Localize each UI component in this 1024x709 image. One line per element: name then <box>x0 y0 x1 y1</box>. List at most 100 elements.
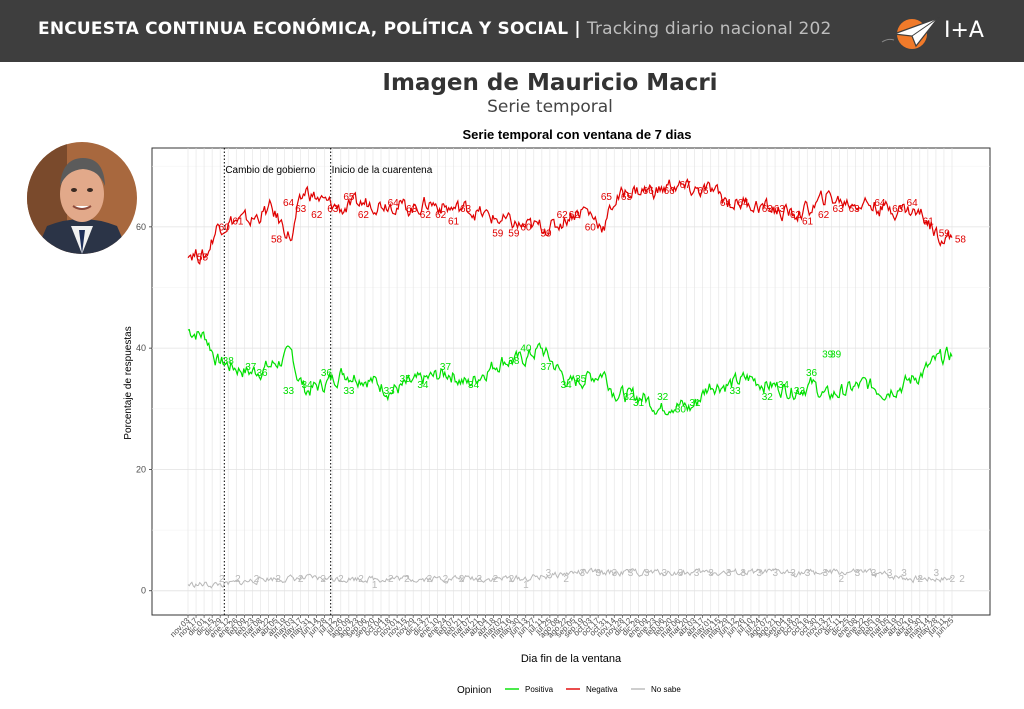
data-label: 32 <box>657 392 669 403</box>
data-label: 63 <box>295 204 307 215</box>
data-label: 59 <box>540 228 552 239</box>
data-label: 33 <box>343 386 355 397</box>
data-label: 62 <box>420 210 432 221</box>
header-separator: | <box>574 19 581 39</box>
logo: I+A <box>880 12 990 52</box>
data-label: 34 <box>417 380 429 391</box>
data-label: 64 <box>738 198 750 209</box>
header-subtitle: Tracking diario nacional 202 <box>586 19 832 39</box>
data-label: 31 <box>689 398 701 409</box>
data-label: 30 <box>675 404 687 415</box>
data-label: 60 <box>219 222 231 233</box>
data-label: 2 <box>338 574 344 585</box>
data-label: 63 <box>833 204 845 215</box>
data-label: 61 <box>802 216 814 227</box>
data-label: 64 <box>720 198 732 209</box>
data-label: 2 <box>917 574 923 585</box>
data-label: 62 <box>790 210 802 221</box>
legend-item-label: Positiva <box>525 685 554 694</box>
data-label: 55 <box>197 253 209 264</box>
header-title: ENCUESTA CONTINUA ECONÓMICA, POLÍTICA Y … <box>38 19 832 39</box>
data-label: 2 <box>427 574 433 585</box>
data-label: 2 <box>275 574 281 585</box>
data-label: 3 <box>628 568 634 579</box>
series-lines <box>187 178 953 589</box>
data-label: 2 <box>839 574 845 585</box>
data-label: 65 <box>343 192 355 203</box>
data-label: 2 <box>959 574 965 585</box>
brand-name: I+A <box>944 18 984 43</box>
data-label: 33 <box>730 386 742 397</box>
y-tick-label: 20 <box>136 464 146 474</box>
avatar <box>27 142 137 254</box>
data-label: 59 <box>508 228 520 239</box>
data-label: 60 <box>520 222 532 233</box>
data-label: 3 <box>740 568 746 579</box>
header-bar: ENCUESTA CONTINUA ECONÓMICA, POLÍTICA Y … <box>0 0 1024 62</box>
data-label: 34 <box>778 380 790 391</box>
data-label: 2 <box>509 574 515 585</box>
data-label: 2 <box>404 574 410 585</box>
data-label: 63 <box>406 204 418 215</box>
data-label: 3 <box>546 568 552 579</box>
data-label: 3 <box>855 568 861 579</box>
data-label: 3 <box>805 568 811 579</box>
data-label: 2 <box>388 574 394 585</box>
data-label: 34 <box>302 380 314 391</box>
x-axis: nov.03nov.17dic.01dic.15dic.29ene.12ene.… <box>168 615 956 641</box>
data-label: 64 <box>388 198 400 209</box>
data-label: 33 <box>283 386 295 397</box>
data-label: 64 <box>283 198 295 209</box>
data-label: 61 <box>923 216 935 227</box>
data-label: 62 <box>818 210 830 221</box>
data-label: 39 <box>830 350 842 361</box>
data-label: 58 <box>955 234 967 245</box>
data-label: 63 <box>327 204 339 215</box>
data-label: 3 <box>708 568 714 579</box>
data-label: 2 <box>459 574 465 585</box>
y-axis-label: Porcentaje de respuestas <box>123 326 134 439</box>
data-label: 65 <box>601 192 613 203</box>
event-label: Cambio de gobierno <box>225 165 315 176</box>
y-tick-label: 60 <box>136 222 146 232</box>
data-label: 3 <box>901 568 907 579</box>
data-label: 3 <box>644 568 650 579</box>
data-label: 38 <box>508 356 520 367</box>
data-label: 58 <box>271 234 283 245</box>
chart-title: Serie temporal con ventana de 7 dias <box>462 127 691 142</box>
data-label: 65 <box>621 192 633 203</box>
data-label: 59 <box>492 228 504 239</box>
data-label: 63 <box>849 204 861 215</box>
data-label: 3 <box>756 568 762 579</box>
data-label: 2 <box>476 574 482 585</box>
data-label: 61 <box>232 216 244 227</box>
data-label: 62 <box>311 210 323 221</box>
data-label: 59 <box>939 228 951 239</box>
data-label: 32 <box>762 392 774 403</box>
data-label: 63 <box>460 204 472 215</box>
data-label: 62 <box>435 210 447 221</box>
paper-plane-logo-icon <box>881 16 940 49</box>
data-label: 66 <box>664 186 676 197</box>
data-label: 3 <box>773 568 779 579</box>
portrait-image <box>27 142 137 254</box>
data-label: 37 <box>540 362 552 373</box>
y-axis: 0 20 40 60 <box>136 222 152 596</box>
y-tick-label: 0 <box>141 586 146 596</box>
data-label: 34 <box>561 380 573 391</box>
data-label: 63 <box>892 204 904 215</box>
data-label: 64 <box>874 198 886 209</box>
data-label: 2 <box>235 574 241 585</box>
legend-item-label: Negativa <box>586 685 618 694</box>
data-label: 63 <box>762 204 774 215</box>
y-tick-label: 40 <box>136 343 146 353</box>
data-label: 34 <box>468 380 480 391</box>
page-subtitle: Serie temporal <box>487 97 613 117</box>
data-label: 62 <box>358 210 370 221</box>
data-label: 2 <box>254 574 260 585</box>
data-label: 3 <box>694 568 700 579</box>
data-label: 38 <box>223 356 235 367</box>
data-label: 64 <box>907 198 919 209</box>
data-label: 37 <box>245 362 257 373</box>
